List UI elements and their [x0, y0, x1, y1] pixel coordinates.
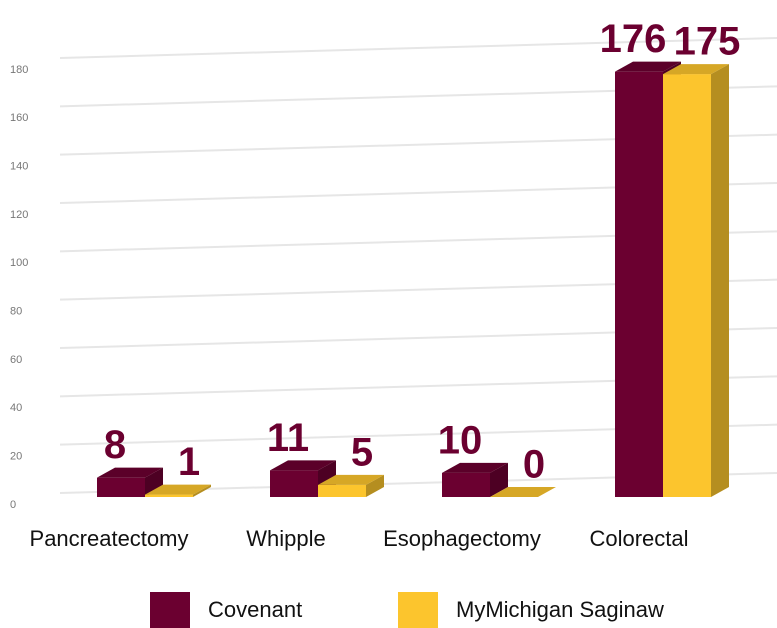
value-label: 175	[674, 20, 741, 64]
y-tick-label: 20	[10, 451, 22, 463]
bar-front	[615, 71, 663, 498]
bar	[442, 462, 508, 497]
y-tick-label: 160	[10, 112, 28, 124]
bar-top	[615, 61, 681, 72]
bar	[97, 467, 163, 497]
value-label: 1	[178, 440, 200, 484]
bar-front	[145, 494, 193, 497]
x-tick-label: Pancreatectomy	[30, 526, 189, 551]
value-label: 10	[438, 418, 483, 462]
bar-side	[145, 467, 163, 497]
bar-top	[442, 462, 508, 473]
bar-top	[97, 467, 163, 478]
value-label: 5	[351, 430, 373, 474]
x-tick-label: Whipple	[246, 526, 325, 551]
bar	[663, 64, 729, 497]
bar-top	[318, 474, 384, 485]
bar-side	[193, 484, 211, 497]
y-tick-label: 140	[10, 161, 28, 173]
bar	[145, 484, 211, 497]
legend-swatch	[150, 592, 190, 628]
bar-top	[663, 64, 729, 75]
x-tick-label: Esophagectomy	[383, 526, 541, 551]
bar-side	[711, 64, 729, 497]
bar-front	[270, 470, 318, 497]
grid-line	[59, 37, 777, 59]
y-tick-label: 0	[10, 499, 16, 511]
value-label: 11	[267, 416, 309, 460]
bar-front	[663, 74, 711, 497]
bar	[490, 487, 556, 497]
bar	[318, 474, 384, 497]
y-tick-label: 80	[10, 306, 22, 318]
legend-swatch	[398, 592, 438, 628]
value-label: 8	[104, 423, 126, 467]
bar-front	[97, 477, 145, 497]
bar-side	[490, 462, 508, 497]
y-tick-label: 40	[10, 402, 22, 414]
bar-top	[490, 487, 556, 497]
value-label: 176	[600, 17, 667, 61]
bar-top	[270, 460, 336, 471]
y-tick-label: 180	[10, 64, 28, 76]
bar-top	[145, 484, 211, 495]
y-tick-label: 100	[10, 257, 28, 269]
legend-label: Covenant	[208, 597, 302, 622]
bar-side	[366, 474, 384, 497]
value-label: 0	[523, 443, 545, 487]
legend-label: MyMichigan Saginaw	[456, 597, 664, 622]
x-tick-label: Colorectal	[589, 526, 688, 551]
y-tick-label: 120	[10, 209, 28, 221]
bar-front	[442, 472, 490, 497]
y-tick-label: 60	[10, 354, 22, 366]
bar-front	[318, 484, 366, 497]
